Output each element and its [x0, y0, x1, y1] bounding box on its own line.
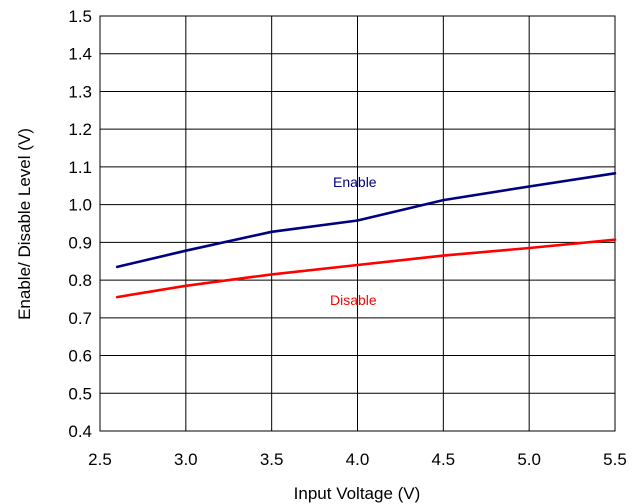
y-tick-label: 1.5: [68, 7, 92, 26]
x-tick-label: 4.5: [432, 450, 456, 469]
x-tick-label: 2.5: [88, 450, 112, 469]
y-tick-label: 1.3: [68, 82, 92, 101]
y-tick-label: 0.8: [68, 271, 92, 290]
series-label-enable: Enable: [333, 174, 377, 190]
y-axis-title: Enable/ Disable Level (V): [15, 128, 34, 320]
series-line-enable: [115, 172, 617, 269]
y-tick-labels: 0.4 0.5 0.6 0.7 0.8 0.9 1.0 1.1 1.2 1.3 1.4 1.5: [68, 7, 92, 441]
y-tick-label: 0.9: [68, 233, 92, 252]
plot-frame: [99, 15, 616, 432]
y-tick-label: 0.7: [68, 309, 92, 328]
x-tick-label: 3.0: [174, 450, 198, 469]
y-tick-label: 1.0: [68, 196, 92, 215]
x-axis-title: Input Voltage (V): [294, 484, 421, 503]
x-tick-label: 5.0: [517, 450, 541, 469]
y-tick-label: 0.4: [68, 422, 92, 441]
series-line-disable: [115, 238, 617, 299]
y-tick-label: 1.2: [68, 120, 92, 139]
x-tick-label: 4.0: [346, 450, 370, 469]
y-tick-label: 1.4: [68, 45, 92, 64]
series-label-disable: Disable: [330, 292, 377, 308]
y-tick-label: 1.1: [68, 158, 92, 177]
x-tick-label: 3.5: [260, 450, 284, 469]
y-tick-label: 0.5: [68, 384, 92, 403]
series-lines: [115, 172, 617, 299]
y-tick-label: 0.6: [68, 347, 92, 366]
x-tick-labels: 2.5 3.0 3.5 4.0 4.5 5.0 5.5: [88, 450, 627, 469]
x-tick-label: 5.5: [603, 450, 627, 469]
